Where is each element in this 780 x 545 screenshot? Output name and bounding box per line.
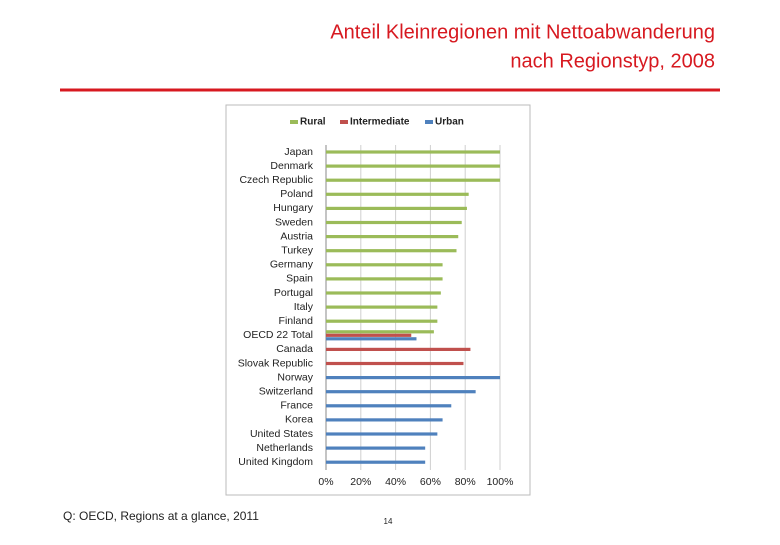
x-tick-label: 20% <box>350 476 371 488</box>
bar <box>326 432 438 436</box>
legend-swatch <box>425 120 433 124</box>
y-tick-label: Finland <box>279 315 314 327</box>
y-tick-label: Canada <box>276 343 313 355</box>
bar <box>326 220 462 225</box>
legend-label: Rural <box>300 117 326 128</box>
y-tick-label: United Kingdom <box>238 456 313 468</box>
x-tick-label: 0% <box>318 476 333 488</box>
y-tick-label: Turkey <box>281 244 313 256</box>
y-tick-label: Italy <box>294 301 314 313</box>
y-tick-label: Czech Republic <box>239 174 313 186</box>
legend-swatch <box>340 120 348 124</box>
y-tick-label: Slovak Republic <box>238 357 313 369</box>
bar <box>326 164 500 168</box>
y-tick-label: Sweden <box>275 216 313 228</box>
bar <box>326 390 476 394</box>
bar <box>326 235 459 239</box>
bar <box>326 249 457 253</box>
bar <box>326 460 426 464</box>
bar <box>326 330 434 334</box>
chart-frame <box>225 104 531 496</box>
y-tick-label: Japan <box>284 146 313 158</box>
y-tick-label: Germany <box>270 259 314 271</box>
legend-label: Intermediate <box>350 117 410 128</box>
bar <box>326 263 443 267</box>
bar <box>326 192 469 196</box>
bar <box>326 206 467 210</box>
x-tick-label: 60% <box>420 476 441 488</box>
y-tick-label: Austria <box>280 230 313 242</box>
bar <box>326 333 412 337</box>
y-tick-label: Hungary <box>273 202 313 214</box>
legend-swatch <box>290 120 298 124</box>
y-tick-label: Korea <box>285 414 313 426</box>
y-tick-label: Norway <box>277 371 313 383</box>
legend-label: Urban <box>435 117 464 128</box>
bar <box>326 446 426 450</box>
bar <box>326 291 441 295</box>
bar <box>326 337 417 341</box>
y-tick-label: Portugal <box>274 287 313 299</box>
bar <box>326 319 438 323</box>
y-tick-label: Denmark <box>270 160 313 172</box>
y-tick-label: United States <box>250 428 313 440</box>
bar <box>326 418 443 422</box>
x-tick-label: 80% <box>455 476 476 488</box>
bar <box>326 361 464 366</box>
bar <box>326 277 443 281</box>
bar <box>326 305 438 309</box>
bar <box>326 178 500 182</box>
slide-title: Anteil Kleinregionen mit Nettoabwanderun… <box>330 21 715 43</box>
x-tick-label: 40% <box>385 476 406 488</box>
y-tick-label: Netherlands <box>256 442 313 454</box>
bar <box>326 404 452 408</box>
y-tick-label: Switzerland <box>259 385 313 397</box>
x-tick-label: 100% <box>487 476 514 488</box>
bar <box>326 376 500 380</box>
source-note: Q: OECD, Regions at a glance, 2011 <box>63 509 259 523</box>
y-tick-label: France <box>280 400 313 412</box>
bar <box>326 347 471 351</box>
y-tick-label: Poland <box>280 188 313 200</box>
page-number: 14 <box>384 517 393 526</box>
slide-title: nach Regionstyp, 2008 <box>510 50 715 72</box>
y-tick-label: OECD 22 Total <box>243 329 313 341</box>
bar <box>326 150 500 154</box>
y-tick-label: Spain <box>286 273 313 285</box>
